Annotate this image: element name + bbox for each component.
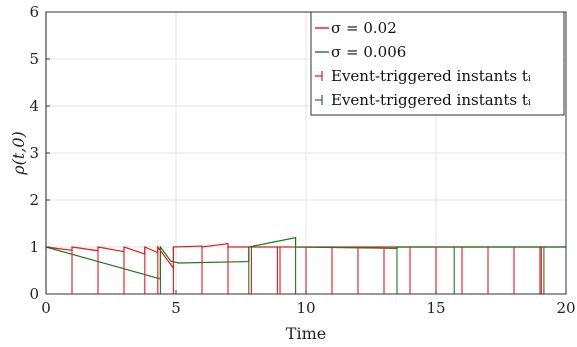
y-tick-label: 2 [29, 191, 39, 209]
x-tick-label: 20 [556, 299, 575, 317]
x-tick-label: 5 [171, 299, 181, 317]
y-tick-label: 5 [29, 50, 39, 68]
x-tick-label: 0 [41, 299, 51, 317]
y-tick-label: 6 [29, 3, 39, 21]
y-tick-label: 0 [29, 285, 39, 303]
x-tick-label: 15 [426, 299, 445, 317]
legend-entry: σ = 0.02 [331, 19, 397, 37]
y-tick-label: 1 [29, 238, 39, 256]
y-tick-label: 4 [29, 97, 39, 115]
legend-box [310, 11, 565, 116]
y-ticks: 0 1 2 3 4 5 6 [29, 3, 50, 303]
y-tick-label: 3 [29, 144, 39, 162]
x-axis-label: Time [286, 324, 326, 343]
x-tick-label: 10 [296, 299, 315, 317]
legend-entry: σ = 0.006 [331, 43, 406, 61]
legend-entry: Event-triggered instants tᵢ [331, 67, 531, 85]
legend: σ = 0.02 σ = 0.006 Event-triggered instant… [310, 11, 565, 116]
x-ticks: 0 5 10 15 20 [41, 290, 576, 317]
y-axis-label: ρ(t,0) [9, 131, 28, 176]
legend-entry: Event-triggered instants tᵢ [331, 91, 531, 109]
